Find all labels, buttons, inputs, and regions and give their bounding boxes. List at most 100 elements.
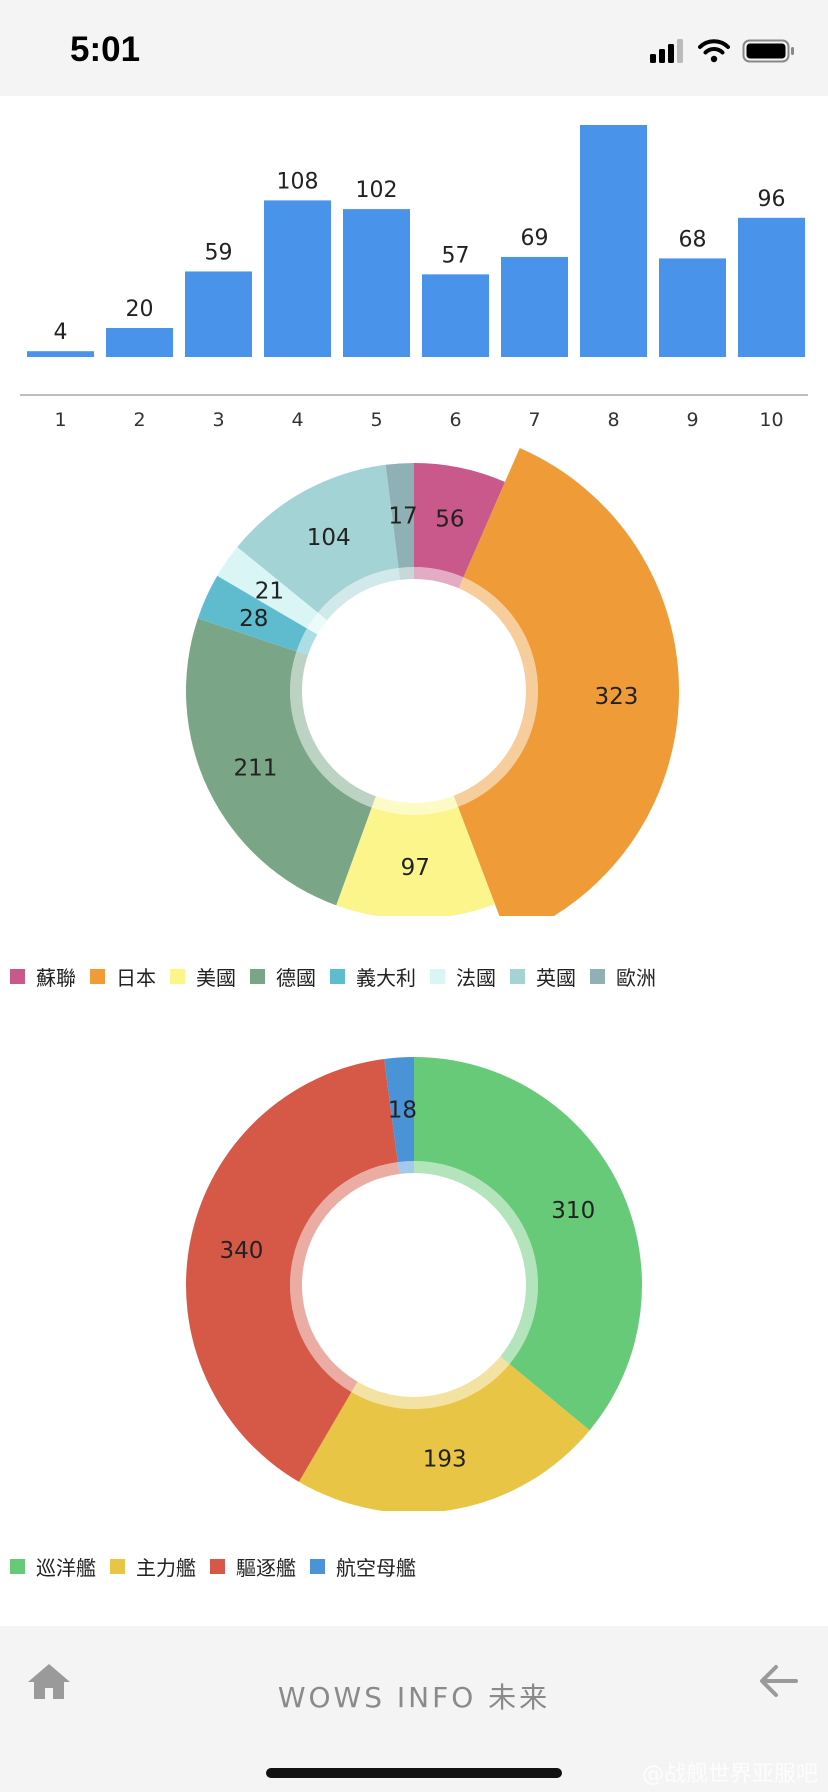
donut-slice [414,1057,642,1431]
bar [659,258,726,357]
bottom-navigation-bar: WOWS INFO 未来 @战舰世界亚服吧 [0,1626,828,1792]
legend-item[interactable]: 英國 [510,962,576,991]
bar [106,328,173,357]
donut-slice [197,575,307,652]
battery-icon [742,39,794,63]
status-icons [650,36,796,66]
donut-inner-ring [289,1162,400,1393]
legend-label: 巡洋艦 [36,1558,96,1580]
x-tick-label: 4 [291,409,303,431]
donut-inner-ring [290,651,376,808]
legend-swatch [10,1559,25,1574]
bar-value-label: 69 [521,226,549,251]
back-button[interactable] [754,1656,804,1706]
bar [422,274,489,357]
cellular-signal-icon [650,39,683,63]
donut-inner-ring [397,1161,414,1174]
legend-item[interactable]: 航空母艦 [310,1552,416,1581]
legend-label: 美國 [196,968,236,990]
legend-label: 驅逐艦 [236,1558,296,1580]
legend-swatch [210,1559,225,1574]
legend-label: 日本 [116,968,156,990]
home-button[interactable] [24,1656,74,1706]
home-icon [28,1664,70,1699]
bar [738,217,805,357]
donut-slice [336,806,495,916]
donut-slice [384,1057,414,1163]
donut-slice [186,1058,398,1482]
bar [185,271,252,357]
slice-value-label: 21 [255,579,284,605]
legend-swatch [110,1559,125,1574]
legend-item[interactable]: 義大利 [330,962,416,991]
legend-swatch [510,969,525,984]
donut-inner-ring [296,628,318,656]
legend-label: 英國 [536,968,576,990]
slice-value-label: 56 [435,507,464,533]
legend-label: 主力艦 [136,1558,196,1580]
slice-value-label: 310 [551,1198,595,1224]
bar-value-label: 102 [356,178,398,203]
slice-value-label: 193 [423,1446,467,1472]
bar-value-label: 96 [758,187,786,212]
slice-value-label: 18 [388,1097,417,1123]
legend-label: 德國 [276,968,316,990]
bar-value-label: 68 [679,227,707,252]
x-tick-label: 5 [370,409,382,431]
legend-swatch [330,969,345,984]
status-time: 5:01 [70,30,141,69]
tier-bar-chart: 4 1 20 2 59 3 108 4 102 5 57 6 69 7 8 68 9 96 10 [20,125,808,431]
bar [343,209,410,357]
legend-label: 蘇聯 [36,968,76,990]
x-tick-label: 8 [607,409,619,431]
slice-value-label: 323 [594,684,638,710]
legend-swatch [590,969,605,984]
ship-type-donut-chart: 310 193 340 18 [186,1057,642,1511]
slice-value-label: 28 [239,606,268,632]
bar-value-label: 4 [54,320,68,345]
legend-item[interactable]: 主力艦 [110,1552,196,1581]
legend-item[interactable]: 德國 [250,962,316,991]
watermark: @战舰世界亚服吧 [641,1762,818,1787]
status-bar: 5:01 [0,0,828,96]
x-tick-label: 3 [212,409,224,431]
donut-inner-ring [453,577,539,807]
donut-slice [298,1364,590,1511]
donut-slice [237,464,399,613]
slice-value-label: 211 [233,755,277,781]
bar-value-label: 57 [442,243,470,268]
legend-item[interactable]: 驅逐艦 [210,1552,296,1581]
legend-label: 法國 [456,968,496,990]
x-tick-label: 10 [759,409,783,431]
ship-type-legend: 巡洋艦 主力艦 驅逐艦 航空母艦 [10,1552,430,1581]
bar-value-label: 108 [277,169,319,194]
legend-item[interactable]: 蘇聯 [10,962,76,991]
legend-swatch [310,1559,325,1574]
legend-item[interactable]: 巡洋艦 [10,1552,96,1581]
donut-slice [414,463,506,578]
slice-value-label: 17 [388,503,417,529]
bar-value-label: 20 [126,297,154,322]
stats-content[interactable]: 4 1 20 2 59 3 108 4 102 5 57 6 69 7 8 68 9 96 10 56 323 97 21… [0,96,828,1626]
home-indicator [266,1768,562,1778]
legend-item[interactable]: 歐洲 [590,962,656,991]
x-tick-label: 1 [54,409,66,431]
legend-swatch [10,969,25,984]
legend-label: 航空母艦 [336,1558,416,1580]
bar [27,351,94,357]
legend-label: 義大利 [356,968,416,990]
donut-inner-ring [398,567,414,580]
nation-legend: 蘇聯 日本 美國 德國 義大利 法國 英國 歐洲 [10,962,670,991]
donut-slice [217,546,318,629]
legend-swatch [430,969,445,984]
legend-swatch [90,969,105,984]
bar [580,125,647,357]
donut-inner-ring [306,612,328,635]
legend-item[interactable]: 日本 [90,962,156,991]
legend-item[interactable]: 美國 [170,962,236,991]
slice-value-label: 97 [401,855,430,881]
x-tick-label: 7 [528,409,540,431]
x-tick-label: 9 [686,409,698,431]
legend-item[interactable]: 法國 [430,962,496,991]
